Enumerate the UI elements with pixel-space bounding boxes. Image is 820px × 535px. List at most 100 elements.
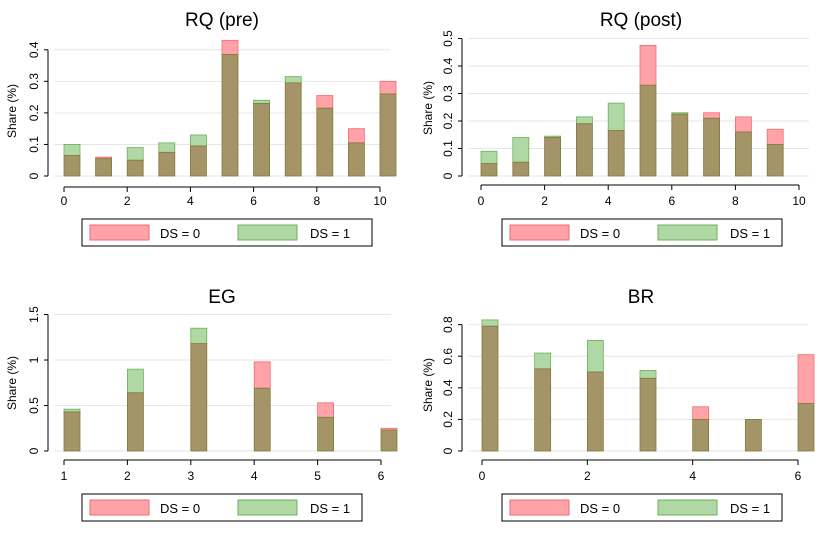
bar-ds0 [347,128,365,144]
bar-ds0 [735,116,752,133]
y-tick-label: 0.5 [27,397,41,414]
bar-overlap [63,411,81,452]
bar-overlap [127,392,144,452]
bar-overlap [692,419,710,452]
bar-overlap [189,145,207,177]
chart-title: EG [208,287,235,308]
bar-ds0 [703,112,720,119]
x-tick-label: 8 [313,194,320,208]
x-tick-label: 0 [61,194,68,208]
x-tick-label: 5 [314,469,321,483]
bar-ds1 [480,150,498,165]
legend-label-ds0: DS = 0 [580,501,620,516]
bar-overlap [221,54,239,177]
bar-overlap [671,113,689,177]
bar-ds0 [766,128,784,145]
bar-overlap [63,155,81,177]
bar-overlap [703,117,720,177]
bar-ds1 [586,340,604,373]
bar-overlap [284,82,302,177]
y-tick-label: 0 [441,447,455,454]
y-tick-label: 0 [27,447,41,454]
legend-label-ds1: DS = 1 [310,501,350,516]
x-tick-label: 6 [795,469,802,483]
bar-ds0 [797,354,815,405]
bar-overlap [380,429,398,452]
legend: DS = 0 DS = 1 [81,218,373,247]
x-tick-label: 2 [124,469,131,483]
bar-overlap [639,84,657,177]
legend-label-ds0: DS = 0 [160,501,200,516]
bar-overlap [639,377,657,452]
bar-ds1 [63,144,81,156]
bar-ds1 [512,137,530,163]
panel-br: BR Share (%) 0 0.2 0.4 0.6 0.8 0 2 4 6 DS = 0 DS… [421,287,815,522]
bar-ds1 [481,319,499,327]
y-tick-label: 0.4 [27,41,41,58]
y-tick-label: 0.3 [441,85,455,102]
y-tick-label: 0.1 [27,136,41,153]
x-tick-label: 4 [251,469,258,483]
y-axis-label: Share (%) [5,356,19,410]
bar-ds0 [317,402,335,418]
x-tick-label: 4 [689,469,696,483]
bar-ds1 [127,368,144,394]
y-tick-label: 0.6 [441,348,455,365]
chart-title: BR [628,287,654,308]
x-tick-label: 0 [478,194,485,208]
legend-label-ds1: DS = 1 [730,226,770,241]
bar-ds1 [253,99,271,104]
bar-overlap [379,93,397,177]
bar-ds1 [189,134,207,147]
legend: DS = 0 DS = 1 [501,218,783,247]
x-tick-label: 10 [792,194,806,208]
legend-swatch-ds1 [237,499,298,516]
bar-overlap [253,387,271,452]
legend-swatch-ds0 [89,224,150,241]
legend-label-ds1: DS = 1 [730,501,770,516]
bar-ds1 [534,352,552,370]
bar-ds1 [607,102,625,132]
legend: DS = 0 DS = 1 [501,493,783,522]
y-tick-label: 0 [441,172,455,179]
y-tick-label: 0.1 [441,140,455,157]
x-tick-label: 6 [378,469,385,483]
y-tick-label: 1.5 [27,306,41,323]
legend-swatch-ds1 [657,499,718,516]
x-tick-label: 2 [541,194,548,208]
x-tick-label: 2 [584,469,591,483]
bar-ds0 [316,95,334,109]
bar-overlap [158,151,176,177]
bar-overlap [735,131,752,177]
legend-swatch-ds0 [509,499,570,516]
bar-ds1 [576,116,593,125]
y-tick-label: 1 [27,356,41,363]
bar-ds0 [639,44,657,86]
x-tick-label: 4 [187,194,194,208]
legend-label-ds0: DS = 0 [160,226,200,241]
x-tick-label: 1 [61,469,68,483]
panel-rq-pre: RQ (pre) Share (%) 00.10.20.30.40 2 4 6 8 10 … [5,10,397,247]
x-tick-label: 4 [605,194,612,208]
bar-overlap [797,403,815,452]
bar-overlap [480,163,498,177]
bar-ds0 [253,361,271,389]
bar-overlap [512,161,530,177]
legend-swatch-ds0 [89,499,150,516]
bar-overlap [544,137,561,177]
y-axis-label: Share (%) [421,358,435,412]
legend: DS = 0 DS = 1 [81,493,363,522]
x-tick-label: 0 [479,469,486,483]
y-tick-label: 0 [27,172,41,179]
y-tick-label: 0.8 [441,316,455,333]
bar-overlap [95,158,112,177]
x-tick-label: 10 [373,194,387,208]
bar-overlap [534,368,552,452]
y-tick-label: 0.4 [441,379,455,396]
legend-label-ds0: DS = 0 [580,226,620,241]
bar-ds0 [221,39,239,55]
y-tick-label: 0.3 [27,73,41,90]
bar-overlap [744,419,762,452]
y-axis-label: Share (%) [5,84,19,138]
